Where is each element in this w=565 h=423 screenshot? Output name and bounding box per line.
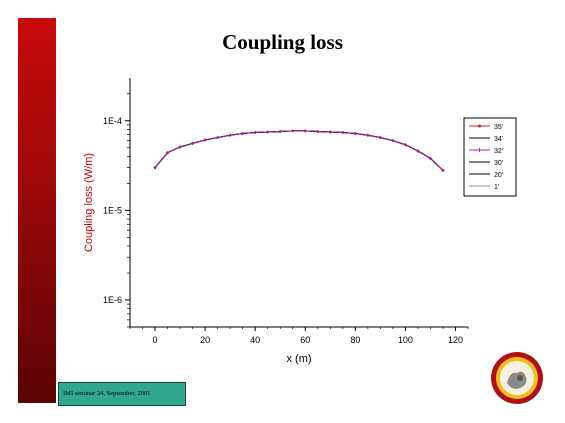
series-point [153, 166, 157, 170]
series-point [303, 129, 307, 133]
series-point [278, 129, 282, 134]
series-point [316, 129, 320, 134]
legend-marker [478, 124, 481, 128]
series-point [341, 130, 345, 135]
logo-emblem-eye [517, 375, 523, 381]
y-tick-label: 1E-6 [103, 295, 122, 305]
series-point [228, 133, 232, 137]
decorative-sidebar [18, 18, 56, 403]
series-point [291, 129, 295, 133]
footer-box: IMI seminar 24, September, 2001 [58, 382, 186, 406]
legend-label: 1' [494, 184, 499, 191]
series-line [154, 130, 444, 171]
series-point [441, 168, 445, 172]
institution-logo [491, 352, 543, 404]
legend-box [463, 117, 517, 197]
legend-label: 20' [494, 172, 503, 179]
series-point [216, 135, 220, 140]
y-tick-label: 1E-5 [103, 205, 122, 215]
series-line [154, 130, 444, 171]
legend-label: 35' [494, 124, 503, 131]
x-tick-label: 120 [448, 335, 463, 345]
series-point [366, 133, 370, 137]
x-tick-label: 0 [153, 335, 158, 345]
x-tick-label: 40 [250, 335, 260, 345]
footer-text: IMI seminar 24, September, 2001 [63, 390, 151, 397]
series-point [241, 131, 245, 136]
series-point [328, 130, 332, 134]
series-point [253, 130, 257, 135]
y-axis-label: Coupling loss (W/m) [83, 153, 95, 252]
legend-marker [477, 148, 482, 152]
x-axis-label: x (m) [286, 353, 311, 365]
series-point [178, 145, 182, 149]
x-tick-label: 100 [398, 335, 413, 345]
series-point [378, 135, 382, 140]
legend-label: 32' [494, 148, 503, 155]
series-point [190, 141, 195, 145]
series-point [203, 138, 207, 142]
x-tick-label: 80 [350, 335, 360, 345]
series-point [403, 143, 408, 147]
series-line [154, 130, 444, 171]
series-line [154, 130, 444, 171]
x-tick-label: 20 [200, 335, 210, 345]
series-point [428, 156, 433, 161]
x-tick-label: 60 [300, 335, 310, 345]
series-point [353, 131, 357, 136]
series-point [266, 130, 270, 134]
series-line [154, 130, 444, 171]
series-point [391, 139, 395, 143]
series-line [154, 130, 444, 171]
slide-title: Coupling loss [222, 30, 343, 54]
series-point [416, 149, 420, 153]
series-point [165, 151, 170, 155]
legend-label: 30' [494, 160, 503, 167]
y-tick-label: 1E-4 [103, 116, 122, 126]
legend-label: 34' [494, 136, 503, 143]
